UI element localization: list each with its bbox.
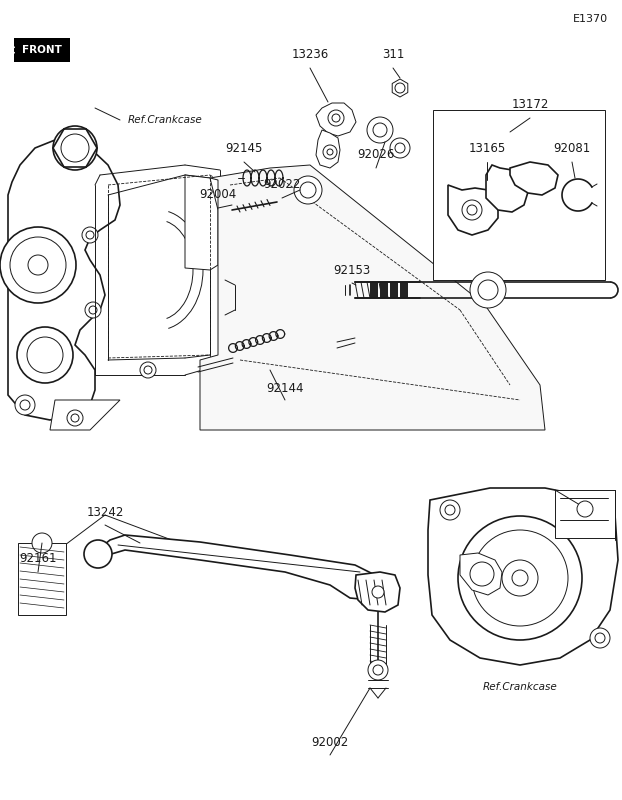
Circle shape [373,123,387,137]
Circle shape [472,530,568,626]
Circle shape [502,560,538,596]
Circle shape [332,114,340,122]
Circle shape [53,126,97,170]
Circle shape [328,110,344,126]
Circle shape [67,410,83,426]
Circle shape [32,533,52,553]
Text: 13242: 13242 [86,506,124,518]
Circle shape [478,280,498,300]
Polygon shape [510,162,558,195]
Circle shape [17,327,73,383]
Bar [400,282,408,298]
Polygon shape [185,175,218,270]
Text: 311: 311 [382,49,404,62]
Circle shape [512,570,528,586]
Bar [370,282,378,298]
Polygon shape [200,165,545,430]
Text: 92161: 92161 [19,551,57,565]
Bar [555,490,615,538]
Circle shape [82,227,98,243]
Text: 92002: 92002 [312,735,348,749]
Polygon shape [316,130,340,168]
Polygon shape [316,103,356,136]
Text: 92026: 92026 [357,149,395,162]
Circle shape [367,117,393,143]
Polygon shape [486,165,528,212]
Circle shape [85,302,101,318]
Bar [390,282,398,298]
Circle shape [144,366,152,374]
Circle shape [577,501,593,517]
Text: 13236: 13236 [291,49,328,62]
Circle shape [15,395,35,415]
Circle shape [84,540,112,568]
Circle shape [86,231,94,239]
Text: PartsBikeIt: PartsBikeIt [276,322,344,358]
Bar [14,38,70,62]
Circle shape [10,237,66,293]
Circle shape [294,176,322,204]
Text: 92153: 92153 [333,263,371,277]
Text: 13172: 13172 [511,98,549,111]
Circle shape [27,337,63,373]
Bar [380,282,388,298]
Circle shape [440,500,460,520]
Circle shape [462,200,482,220]
Circle shape [323,145,337,159]
Circle shape [373,665,383,675]
Circle shape [395,83,405,93]
Text: 92145: 92145 [225,142,262,154]
Text: 13165: 13165 [468,142,506,154]
Circle shape [71,414,79,422]
Circle shape [0,227,76,303]
Circle shape [89,306,97,314]
Circle shape [140,362,156,378]
Polygon shape [355,572,400,612]
Circle shape [595,633,605,643]
Circle shape [458,516,582,640]
Text: 92144: 92144 [266,382,304,394]
Polygon shape [8,140,120,420]
Circle shape [28,255,48,275]
Text: FRONT: FRONT [22,45,62,55]
Bar [433,110,605,280]
Polygon shape [100,535,380,600]
Polygon shape [428,488,618,665]
Circle shape [445,505,455,515]
Polygon shape [448,185,498,235]
Bar [18,543,66,615]
Circle shape [300,182,316,198]
Circle shape [327,149,333,155]
Circle shape [470,562,494,586]
Circle shape [61,134,89,162]
Text: Ref.Crankcase: Ref.Crankcase [483,682,557,692]
Circle shape [395,143,405,153]
Circle shape [372,586,384,598]
Circle shape [470,272,506,308]
Circle shape [390,138,410,158]
Polygon shape [392,79,408,97]
Text: Ref.Crankcase: Ref.Crankcase [128,115,203,125]
Circle shape [590,628,610,648]
Circle shape [20,400,30,410]
Polygon shape [50,400,120,430]
Polygon shape [460,553,502,595]
Text: E1370: E1370 [573,14,608,24]
Circle shape [368,660,388,680]
Text: 92081: 92081 [554,142,591,154]
Text: 92004: 92004 [200,189,236,202]
Circle shape [467,205,477,215]
Text: 92022: 92022 [263,178,300,191]
